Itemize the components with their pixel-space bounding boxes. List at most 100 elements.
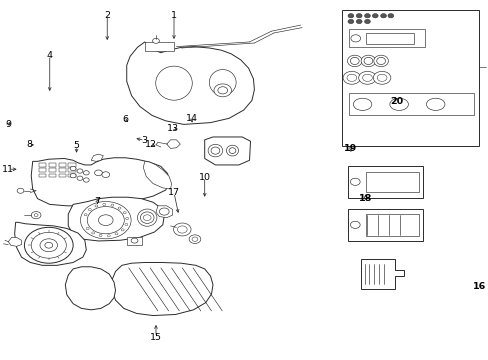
Circle shape <box>83 178 89 182</box>
Text: 17: 17 <box>168 188 180 197</box>
Circle shape <box>83 171 89 175</box>
Bar <box>365 33 413 44</box>
Circle shape <box>107 235 110 237</box>
Polygon shape <box>68 197 164 241</box>
Bar <box>59 174 66 177</box>
Bar <box>59 168 66 172</box>
Circle shape <box>34 214 38 217</box>
Circle shape <box>387 14 393 18</box>
Polygon shape <box>15 222 86 265</box>
Ellipse shape <box>347 55 361 67</box>
Circle shape <box>80 202 131 239</box>
Text: 6: 6 <box>122 115 128 124</box>
Circle shape <box>31 212 41 219</box>
Circle shape <box>218 87 227 94</box>
Text: 8: 8 <box>26 140 32 149</box>
Text: 14: 14 <box>185 114 198 123</box>
Polygon shape <box>166 140 180 148</box>
Circle shape <box>177 226 187 233</box>
Polygon shape <box>112 262 213 316</box>
Text: 2: 2 <box>104 10 110 19</box>
Circle shape <box>343 71 360 84</box>
Bar <box>144 42 174 51</box>
Circle shape <box>364 14 369 18</box>
Bar <box>349 93 473 116</box>
Circle shape <box>347 19 353 24</box>
Circle shape <box>99 234 102 237</box>
Bar <box>347 209 423 241</box>
Circle shape <box>376 74 386 81</box>
Circle shape <box>95 205 98 207</box>
Text: 19: 19 <box>344 144 357 153</box>
Circle shape <box>98 215 113 226</box>
Circle shape <box>125 217 128 220</box>
Circle shape <box>31 232 66 258</box>
Circle shape <box>121 229 124 231</box>
Circle shape <box>152 39 159 43</box>
Circle shape <box>92 232 95 234</box>
Ellipse shape <box>228 148 235 153</box>
Bar <box>49 168 56 172</box>
Circle shape <box>372 71 390 84</box>
Bar <box>68 168 76 172</box>
Circle shape <box>24 227 73 263</box>
Bar <box>59 163 66 167</box>
Circle shape <box>362 74 371 81</box>
Text: 20: 20 <box>389 96 403 105</box>
Circle shape <box>380 14 386 18</box>
Ellipse shape <box>209 69 236 95</box>
Circle shape <box>77 176 82 180</box>
Bar <box>366 172 418 192</box>
Bar <box>39 174 46 177</box>
Circle shape <box>346 74 356 81</box>
Ellipse shape <box>376 57 385 64</box>
Circle shape <box>40 239 58 252</box>
Polygon shape <box>156 206 172 218</box>
Ellipse shape <box>137 209 157 226</box>
Ellipse shape <box>155 66 192 100</box>
Ellipse shape <box>353 98 371 111</box>
Ellipse shape <box>140 212 154 224</box>
Bar <box>126 237 142 244</box>
Circle shape <box>17 188 24 193</box>
Ellipse shape <box>211 147 220 154</box>
Polygon shape <box>126 42 254 125</box>
Circle shape <box>70 166 76 171</box>
Circle shape <box>70 174 76 178</box>
Circle shape <box>356 14 361 18</box>
Circle shape <box>192 237 198 241</box>
Circle shape <box>159 208 169 215</box>
Circle shape <box>123 212 126 214</box>
Polygon shape <box>204 137 250 165</box>
Polygon shape <box>8 237 21 246</box>
Ellipse shape <box>363 57 372 64</box>
Circle shape <box>350 178 359 185</box>
Ellipse shape <box>360 55 375 67</box>
Circle shape <box>350 35 360 42</box>
Circle shape <box>84 214 87 216</box>
Circle shape <box>371 14 377 18</box>
Circle shape <box>189 235 201 243</box>
Circle shape <box>143 215 151 221</box>
Circle shape <box>214 84 231 97</box>
Circle shape <box>350 221 359 228</box>
Circle shape <box>173 223 191 236</box>
Ellipse shape <box>350 57 359 64</box>
Circle shape <box>358 71 375 84</box>
Text: 5: 5 <box>73 141 80 150</box>
Circle shape <box>131 238 138 243</box>
Text: 1: 1 <box>171 10 177 19</box>
Polygon shape <box>65 267 115 310</box>
Text: 10: 10 <box>198 173 210 182</box>
Bar <box>366 214 418 235</box>
Circle shape <box>111 204 114 206</box>
Bar <box>49 163 56 167</box>
Ellipse shape <box>426 98 444 111</box>
Text: 12: 12 <box>145 140 157 149</box>
Ellipse shape <box>208 144 222 157</box>
Text: 15: 15 <box>150 333 162 342</box>
Circle shape <box>87 207 124 234</box>
Text: 11: 11 <box>2 165 14 174</box>
Bar <box>68 163 76 167</box>
Polygon shape <box>143 161 171 189</box>
